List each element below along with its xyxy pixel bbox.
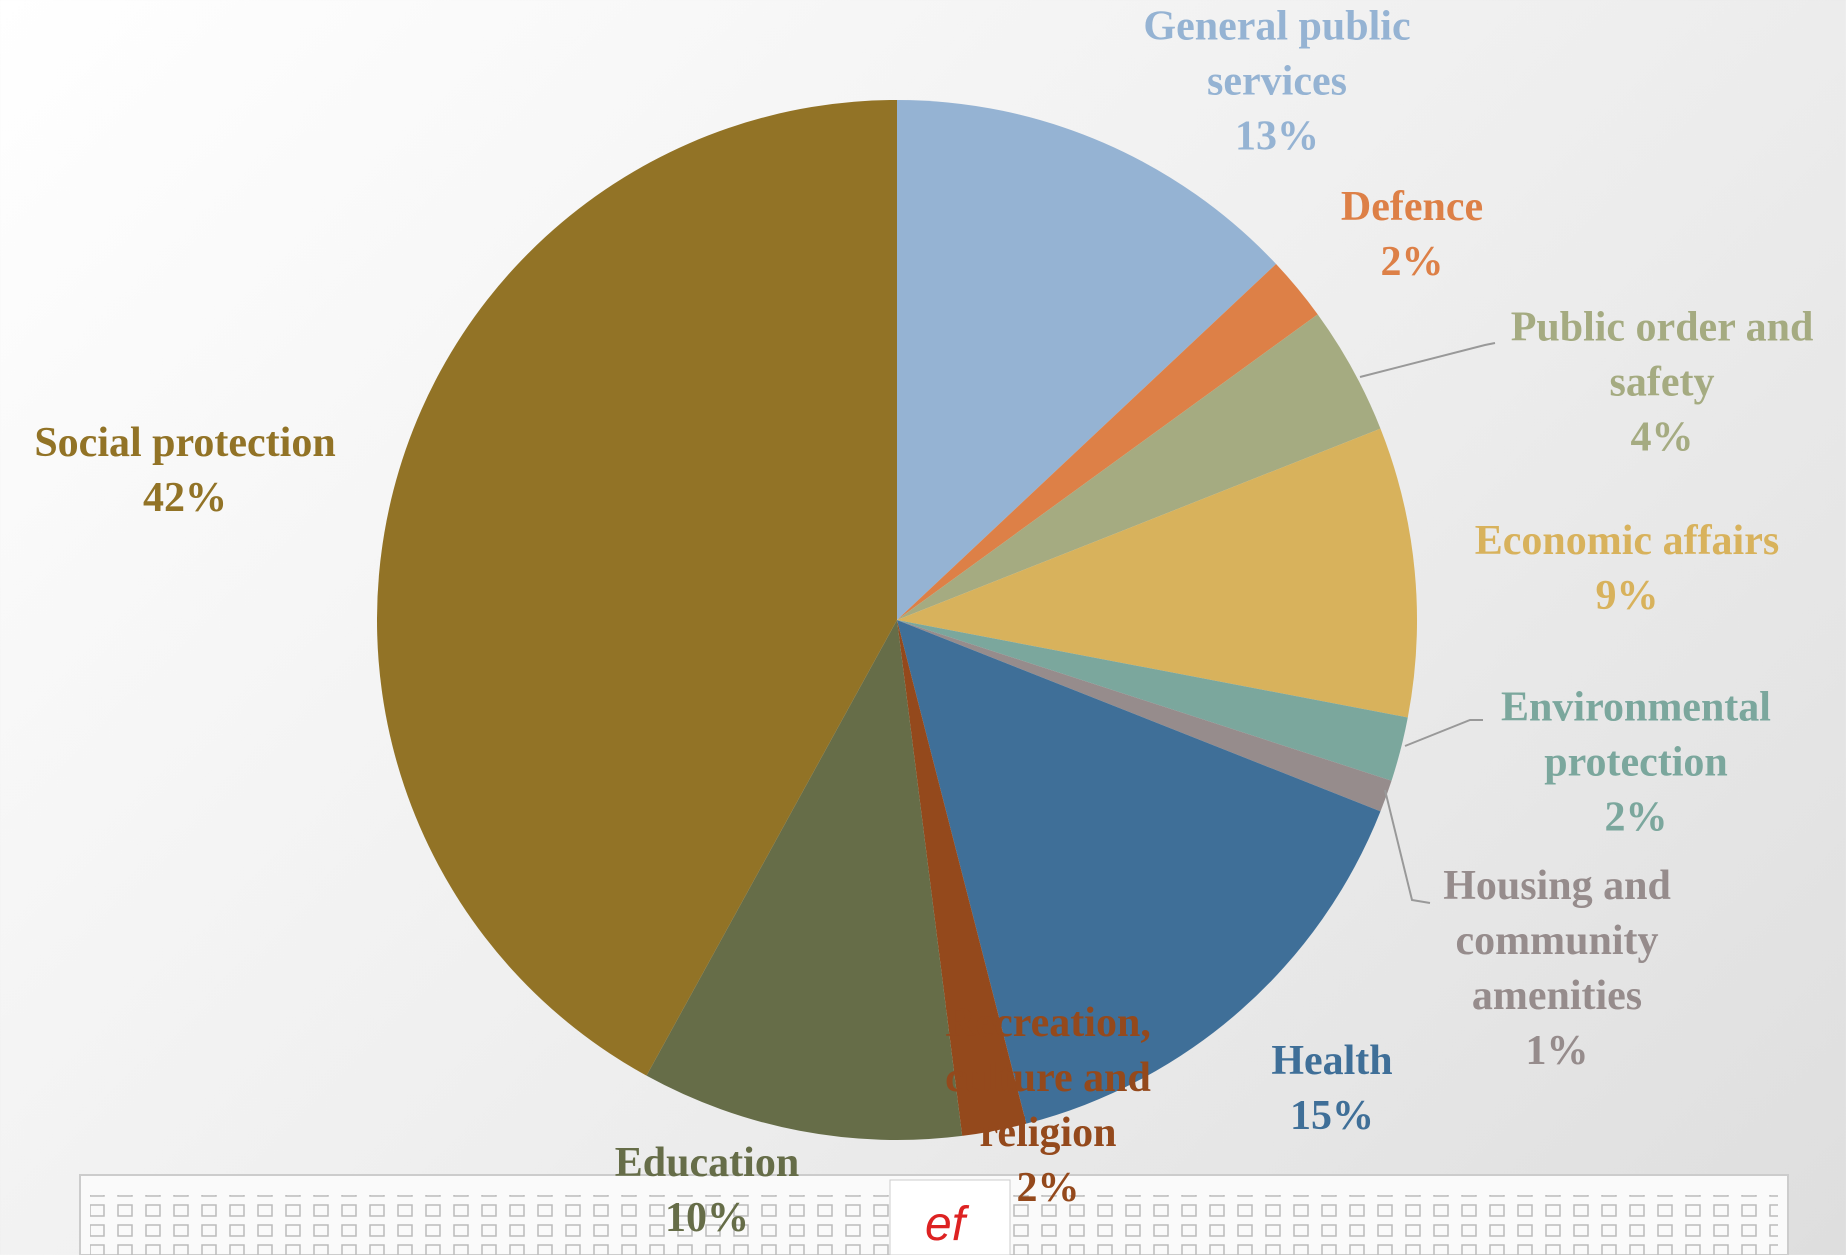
building-decoration: ef	[79, 1174, 1789, 1255]
slice-label: Public order and safety 4%	[1477, 301, 1846, 466]
category-name: Environmental protection	[1501, 684, 1771, 786]
value-label: 15%	[1290, 1093, 1374, 1139]
pie	[377, 100, 1417, 1140]
slice-label: General public services 13%	[1117, 0, 1437, 165]
pie-slice	[897, 620, 1027, 1136]
category-name: Defence	[1340, 184, 1484, 230]
value-label: 9%	[1595, 573, 1659, 619]
pie-slice	[897, 264, 1318, 620]
pie-slice	[897, 620, 1392, 812]
slice-label: Education 10%	[577, 1136, 837, 1246]
category-name: Health	[1271, 1038, 1393, 1084]
leader-lines	[1359, 342, 1496, 904]
category-name: Social protection	[34, 420, 336, 466]
pie-slice	[897, 314, 1381, 620]
value-label: 2%	[1016, 1165, 1080, 1211]
pie-slice	[897, 100, 1277, 620]
category-name: Economic affairs	[1474, 518, 1780, 564]
pie-slice	[377, 100, 898, 1076]
slice-label: Housing and community amenities 1%	[1417, 859, 1697, 1079]
value-label: 13%	[1235, 113, 1319, 160]
value-label: 1%	[1525, 1028, 1589, 1074]
category-name: Public order and safety	[1510, 304, 1814, 406]
slice-label: Social protection 42%	[0, 416, 385, 526]
value-label: 4%	[1630, 414, 1694, 461]
category-name: Recreation, culture and religion	[945, 1000, 1151, 1156]
slice-label: Environmental protection 2%	[1476, 681, 1796, 846]
pie-slice	[897, 620, 1408, 781]
pie-slice	[646, 620, 963, 1140]
slice-label: Defence 2%	[1292, 180, 1532, 290]
pie-slice	[897, 620, 1381, 1124]
category-name: Education	[614, 1140, 800, 1186]
value-label: 42%	[143, 475, 227, 521]
svg-text:ef: ef	[925, 1198, 970, 1251]
value-label: 2%	[1604, 794, 1668, 841]
category-name: General public services	[1143, 3, 1411, 105]
value-label: 10%	[665, 1195, 749, 1241]
category-name: Housing and community amenities	[1443, 863, 1671, 1019]
value-label: 2%	[1380, 239, 1444, 285]
slice-label: Economic affairs 9%	[1417, 514, 1837, 624]
slice-label: Recreation, culture and religion 2%	[918, 996, 1178, 1216]
slice-label: Health 15%	[1222, 1034, 1442, 1144]
pie-slice	[897, 428, 1417, 718]
